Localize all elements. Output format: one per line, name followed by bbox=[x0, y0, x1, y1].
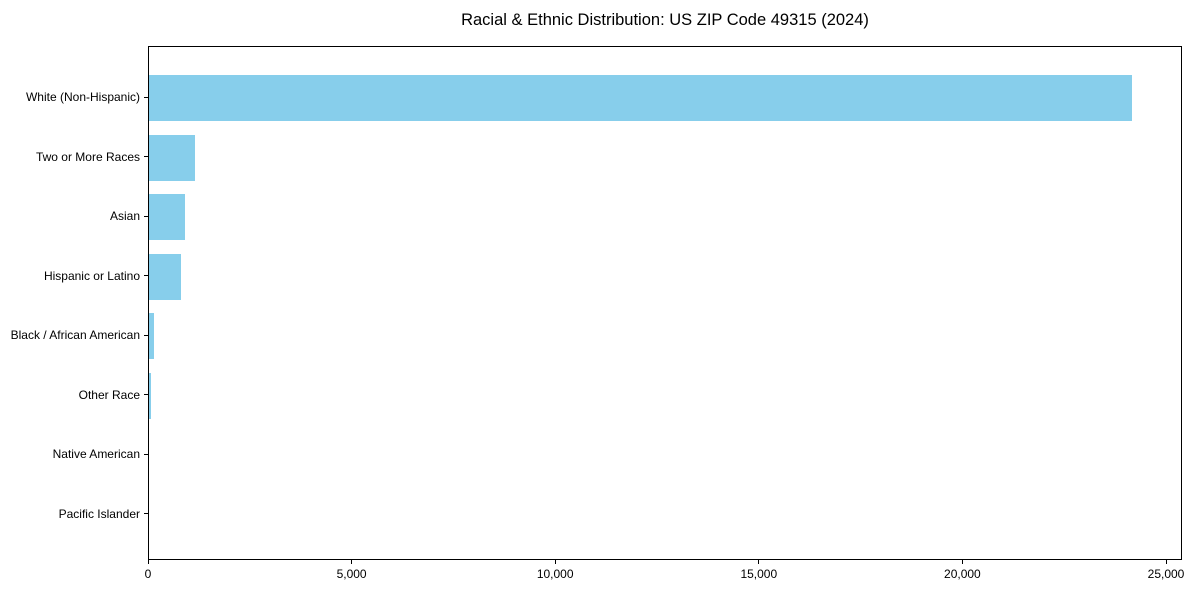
y-tick bbox=[144, 96, 148, 98]
y-tick-label: Black / African American bbox=[10, 328, 140, 342]
y-tick bbox=[144, 215, 148, 217]
x-tick bbox=[147, 560, 149, 564]
x-tick-label: 15,000 bbox=[740, 567, 778, 581]
y-tick bbox=[144, 275, 148, 276]
y-tick bbox=[144, 394, 148, 395]
bar-black-african-american bbox=[149, 313, 155, 359]
x-tick-label: 10,000 bbox=[536, 567, 574, 581]
bar-other-race bbox=[149, 372, 152, 419]
y-tick-label: Other Race bbox=[78, 387, 140, 402]
y-tick bbox=[144, 334, 148, 336]
x-tick bbox=[758, 560, 760, 564]
y-tick-label: White (Non-Hispanic) bbox=[25, 90, 140, 104]
x-tick bbox=[351, 560, 353, 564]
bar-two-or-more-races bbox=[149, 134, 196, 181]
x-tick-label: 25,000 bbox=[1147, 567, 1185, 581]
x-tick-label: 20,000 bbox=[944, 567, 981, 581]
x-tick bbox=[1165, 560, 1167, 564]
y-tick-label: Pacific Islander bbox=[58, 506, 140, 521]
plot-area bbox=[148, 46, 1182, 560]
x-tick-label: 0 bbox=[144, 567, 152, 581]
y-tick bbox=[144, 453, 148, 455]
y-tick-label: Native American bbox=[52, 447, 140, 461]
bar-hispanic-or-latino bbox=[149, 253, 181, 300]
x-tick bbox=[961, 560, 963, 564]
y-tick bbox=[144, 156, 148, 157]
chart-title: Racial & Ethnic Distribution: US ZIP Cod… bbox=[461, 11, 869, 29]
y-tick-label: Two or More Races bbox=[35, 149, 140, 164]
x-tick-label: 5,000 bbox=[336, 567, 367, 581]
y-tick-label: Asian bbox=[109, 209, 140, 223]
bar-white-non-hispanic bbox=[149, 75, 1133, 121]
y-tick bbox=[144, 513, 148, 514]
x-tick bbox=[554, 560, 556, 564]
y-tick-label: Hispanic or Latino bbox=[43, 268, 140, 283]
bar-asian bbox=[149, 194, 186, 240]
